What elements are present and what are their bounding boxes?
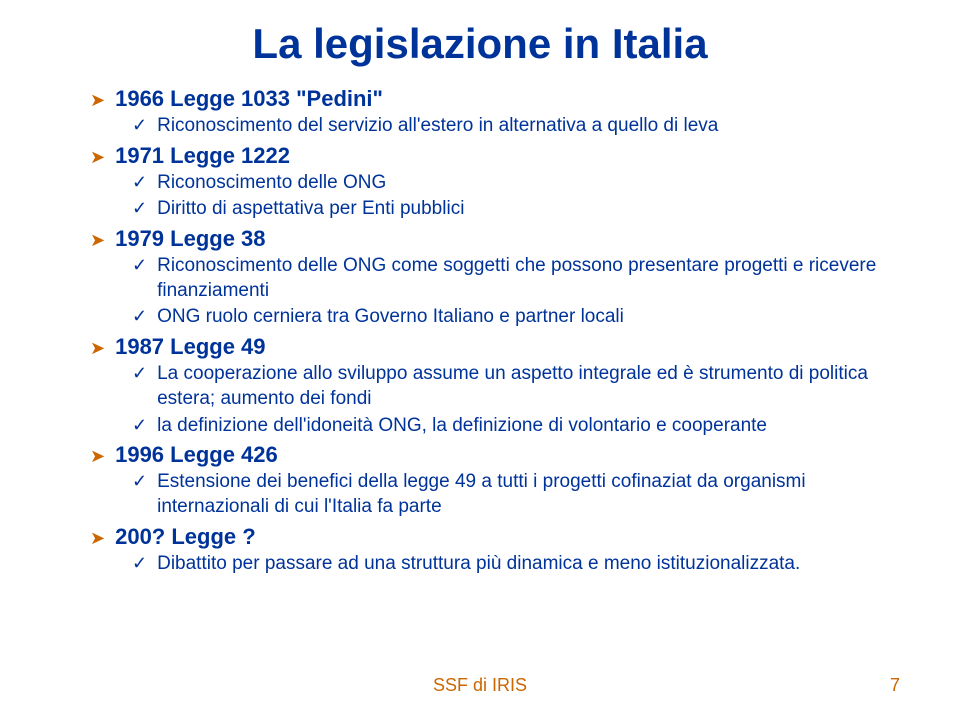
item-text: ONG ruolo cerniera tra Governo Italiano … [157,305,624,330]
section-1996: ➤ 1996 Legge 426 ✓ Estensione dei benefi… [90,442,900,519]
arrow-icon: ➤ [90,528,105,549]
list-item: ✓ la definizione dell'idoneità ONG, la d… [132,414,900,439]
section-items: ✓ Riconoscimento delle ONG ✓ Diritto di … [90,171,900,222]
list-item: ✓ La cooperazione allo sviluppo assume u… [132,362,900,411]
section-title-text: 200? Legge ? [115,524,256,550]
item-text: Riconoscimento delle ONG [157,171,386,196]
item-text: Estensione dei benefici della legge 49 a… [157,470,900,519]
check-icon: ✓ [132,362,147,385]
list-item: ✓ Diritto di aspettativa per Enti pubbli… [132,197,900,222]
item-text: Dibattito per passare ad una struttura p… [157,552,800,577]
section-1971: ➤ 1971 Legge 1222 ✓ Riconoscimento delle… [90,143,900,222]
check-icon: ✓ [132,114,147,137]
list-item: ✓ ONG ruolo cerniera tra Governo Italian… [132,305,900,330]
list-item: ✓ Riconoscimento delle ONG come soggetti… [132,254,900,303]
arrow-icon: ➤ [90,147,105,168]
section-items: ✓ Dibattito per passare ad una struttura… [90,552,900,577]
section-header: ➤ 1979 Legge 38 [90,226,900,252]
list-item: ✓ Dibattito per passare ad una struttura… [132,552,900,577]
section-title-text: 1966 Legge 1033 "Pedini" [115,86,383,112]
section-title-text: 1971 Legge 1222 [115,143,290,169]
section-header: ➤ 1987 Legge 49 [90,334,900,360]
section-items: ✓ Riconoscimento del servizio all'estero… [90,114,900,139]
section-1979: ➤ 1979 Legge 38 ✓ Riconoscimento delle O… [90,226,900,330]
footer-text: SSF di IRIS [433,675,527,696]
item-text: la definizione dell'idoneità ONG, la def… [157,414,767,439]
check-icon: ✓ [132,470,147,493]
list-item: ✓ Riconoscimento delle ONG [132,171,900,196]
section-title-text: 1979 Legge 38 [115,226,265,252]
section-header: ➤ 200? Legge ? [90,524,900,550]
section-title-text: 1987 Legge 49 [115,334,265,360]
section-1987: ➤ 1987 Legge 49 ✓ La cooperazione allo s… [90,334,900,438]
check-icon: ✓ [132,197,147,220]
section-200x: ➤ 200? Legge ? ✓ Dibattito per passare a… [90,524,900,577]
arrow-icon: ➤ [90,338,105,359]
item-text: Riconoscimento delle ONG come soggetti c… [157,254,900,303]
section-header: ➤ 1971 Legge 1222 [90,143,900,169]
check-icon: ✓ [132,305,147,328]
item-text: Diritto di aspettativa per Enti pubblici [157,197,464,222]
check-icon: ✓ [132,254,147,277]
item-text: Riconoscimento del servizio all'estero i… [157,114,718,139]
section-items: ✓ Riconoscimento delle ONG come soggetti… [90,254,900,330]
section-header: ➤ 1966 Legge 1033 "Pedini" [90,86,900,112]
section-1966: ➤ 1966 Legge 1033 "Pedini" ✓ Riconoscime… [90,86,900,139]
footer: SSF di IRIS 7 [0,675,960,696]
arrow-icon: ➤ [90,230,105,251]
list-item: ✓ Riconoscimento del servizio all'estero… [132,114,900,139]
section-items: ✓ La cooperazione allo sviluppo assume u… [90,362,900,438]
check-icon: ✓ [132,552,147,575]
page-number: 7 [890,675,900,696]
slide-title: La legislazione in Italia [60,20,900,68]
content-area: ➤ 1966 Legge 1033 "Pedini" ✓ Riconoscime… [60,86,900,576]
section-items: ✓ Estensione dei benefici della legge 49… [90,470,900,519]
section-title-text: 1996 Legge 426 [115,442,278,468]
arrow-icon: ➤ [90,446,105,467]
list-item: ✓ Estensione dei benefici della legge 49… [132,470,900,519]
check-icon: ✓ [132,171,147,194]
arrow-icon: ➤ [90,90,105,111]
section-header: ➤ 1996 Legge 426 [90,442,900,468]
check-icon: ✓ [132,414,147,437]
item-text: La cooperazione allo sviluppo assume un … [157,362,900,411]
